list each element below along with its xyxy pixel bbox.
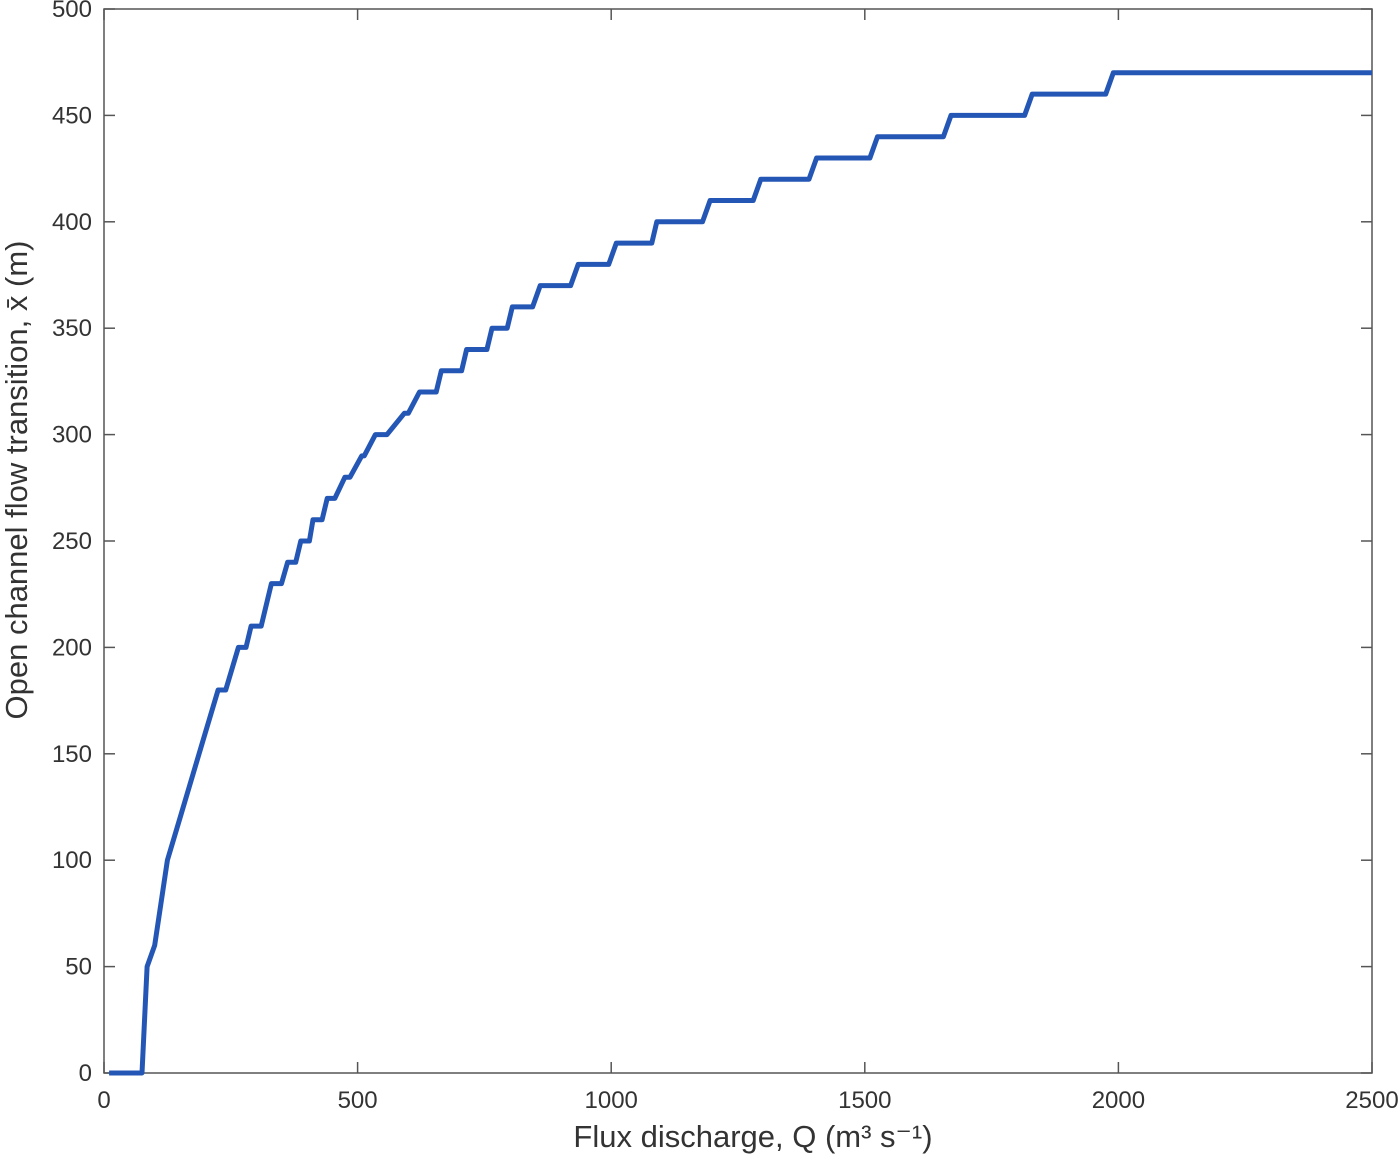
- series-line: [109, 70, 1372, 1076]
- y-tick-label: 500: [52, 0, 92, 23]
- x-axis-title: Flux discharge, Q (m³ s⁻¹): [573, 1119, 932, 1154]
- y-tick-label: 400: [52, 209, 92, 236]
- plot-frame: [103, 8, 1373, 1074]
- y-tick-label: 300: [52, 422, 92, 449]
- x-tick-label: 1000: [585, 1087, 638, 1114]
- y-tick-label: 0: [79, 1060, 92, 1087]
- y-tick-label: 150: [52, 741, 92, 768]
- y-tick-label: 200: [52, 634, 92, 661]
- x-tick-label: 1500: [838, 1087, 891, 1114]
- axis-ticks: [103, 8, 1373, 1074]
- x-tick-label: 500: [338, 1087, 378, 1114]
- y-axis-title: Open channel flow transition, x̄ (m): [0, 241, 34, 720]
- y-tick-label: 450: [52, 102, 92, 129]
- x-tick-label: 2000: [1092, 1087, 1145, 1114]
- axis-tick-labels: 0 500 1000 1500 2000 2500 0 50 100 150 200 250 300 35…: [52, 0, 1399, 1114]
- y-tick-label: 50: [65, 954, 92, 981]
- series-group: [109, 70, 1372, 1076]
- x-tick-label: 2500: [1345, 1087, 1398, 1114]
- y-tick-label: 350: [52, 315, 92, 342]
- x-tick-label: 0: [97, 1087, 110, 1114]
- y-tick-label: 100: [52, 847, 92, 874]
- y-tick-label: 250: [52, 528, 92, 555]
